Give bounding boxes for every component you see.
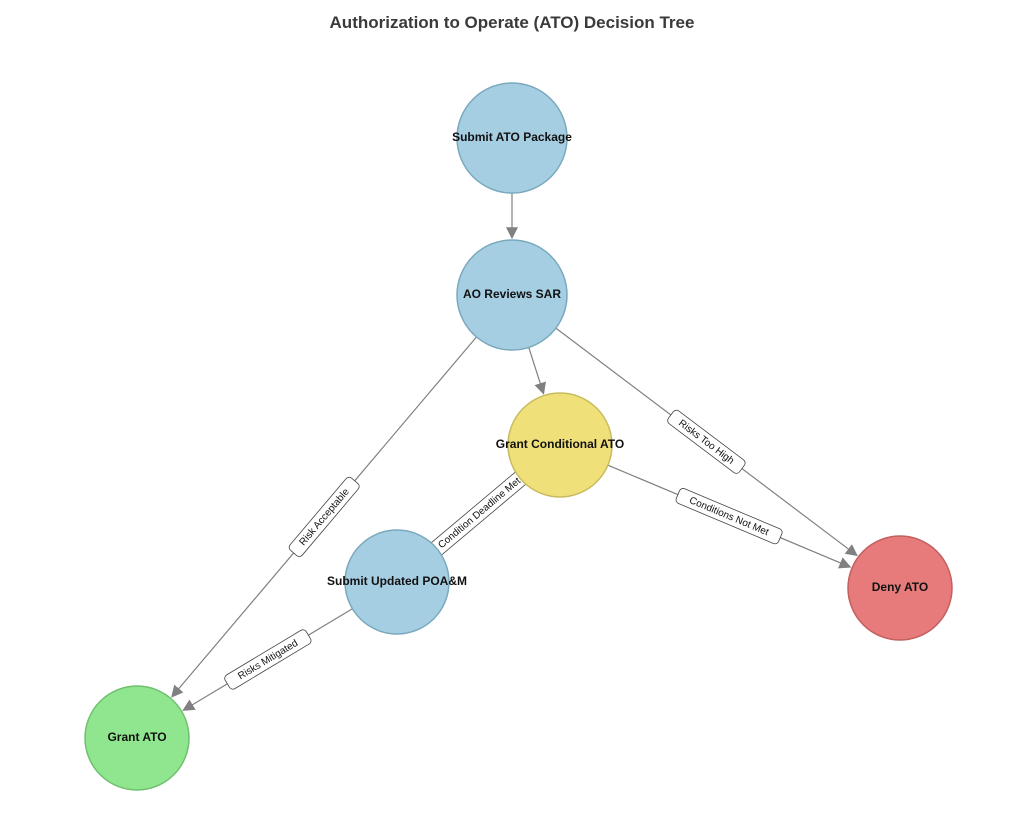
- node-label: Grant Conditional ATO: [496, 437, 624, 451]
- nodes-group: Submit ATO Package AO Reviews SAR Grant Co…: [85, 83, 952, 790]
- svg-text:Risk Acceptable: Risk Acceptable: [297, 486, 352, 548]
- node-label: Submit Updated POA&M: [327, 574, 467, 588]
- node-label: Submit ATO Package: [452, 130, 572, 144]
- svg-text:Condition Deadline Met: Condition Deadline Met: [436, 476, 523, 551]
- node-label: AO Reviews SAR: [463, 287, 561, 301]
- node-label: Deny ATO: [872, 580, 928, 594]
- node-label: Grant ATO: [107, 730, 166, 744]
- edge-label: Conditions Not Met: [675, 487, 784, 545]
- node-deny: Deny ATO: [848, 536, 952, 640]
- diagram-canvas: Authorization to Operate (ATO) Decision …: [0, 0, 1024, 820]
- node-submit: Submit ATO Package: [452, 83, 572, 193]
- svg-text:Risks Too High: Risks Too High: [676, 418, 736, 467]
- edge-label: Condition Deadline Met: [423, 464, 535, 562]
- edge-label: Risks Too High: [666, 409, 747, 475]
- node-review: AO Reviews SAR: [457, 240, 567, 350]
- edge-label: Risks Mitigated: [223, 628, 312, 690]
- svg-text:Conditions Not Met: Conditions Not Met: [687, 495, 770, 538]
- diagram-title: Authorization to Operate (ATO) Decision …: [330, 13, 695, 32]
- svg-text:Risks Mitigated: Risks Mitigated: [236, 638, 300, 682]
- node-grant: Grant ATO: [85, 686, 189, 790]
- edge-label: Risk Acceptable: [288, 476, 361, 558]
- edge: [529, 347, 544, 393]
